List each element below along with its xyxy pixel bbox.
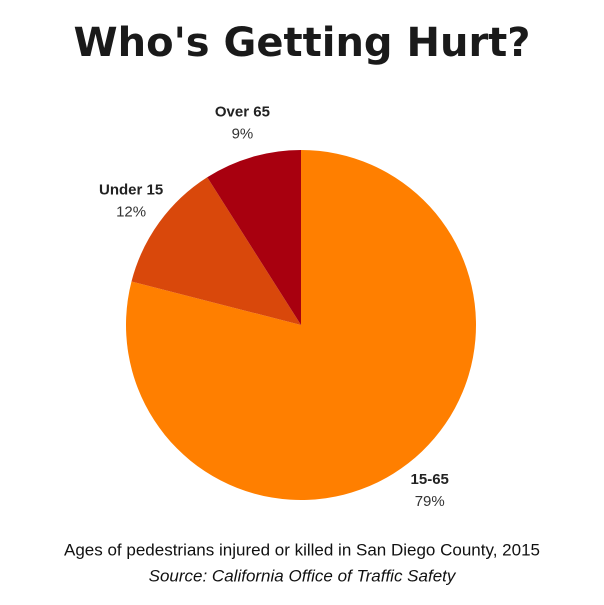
source: Source: California Office of Traffic Saf… bbox=[149, 566, 457, 585]
pie-slice bbox=[131, 177, 301, 325]
pie-slice bbox=[207, 150, 301, 325]
caption: Ages of pedestrians injured or killed in… bbox=[64, 540, 540, 559]
chart-title: Who's Getting Hurt? bbox=[73, 20, 530, 66]
value-label: 9% bbox=[232, 125, 254, 142]
slice-label: 15-65 bbox=[411, 471, 449, 488]
slice-label: Under 15 bbox=[99, 182, 163, 199]
value-label: 79% bbox=[415, 493, 445, 510]
slice-label: Over 65 bbox=[215, 103, 270, 120]
value-label: 12% bbox=[116, 204, 146, 221]
